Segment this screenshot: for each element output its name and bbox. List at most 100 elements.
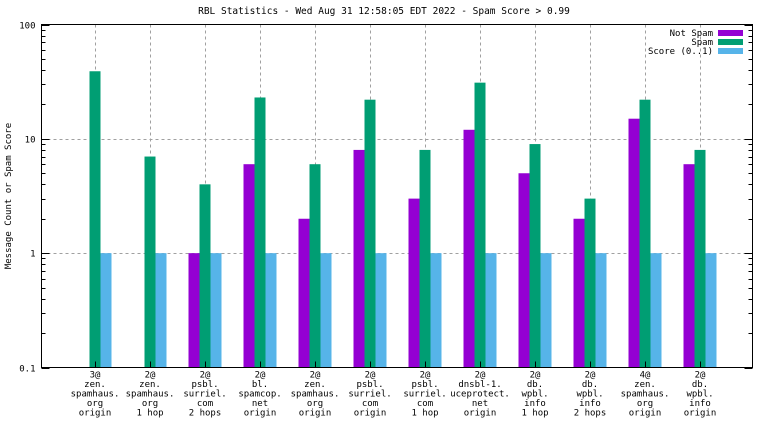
bar-spam (474, 82, 486, 368)
bar-score-0-1 (595, 253, 607, 368)
x-tick-label: zen. (139, 380, 161, 390)
x-tick-label: org (637, 399, 653, 409)
x-tick-label: 2@ (145, 371, 156, 381)
x-tick-label: 2@ (310, 371, 321, 381)
x-tick-label: wpbl. (686, 390, 713, 400)
x-tick-label: 2 hops (574, 409, 607, 419)
y-tick-label: 1 (30, 250, 35, 260)
x-tick-label: 2@ (200, 371, 211, 381)
x-tick-label: surriel. (403, 390, 446, 400)
x-tick-label: spamhaus. (621, 390, 670, 400)
plot-frame (41, 24, 753, 368)
x-tick-label: db. (692, 380, 708, 390)
x-tick-label: org (87, 399, 103, 409)
grid-lines (41, 24, 753, 368)
y-tick-label: 10 (25, 136, 36, 146)
bar-spam (364, 99, 376, 368)
chart-title: RBL Statistics - Wed Aug 31 12:58:05 EDT… (198, 6, 570, 17)
bar-spam (89, 71, 101, 368)
x-tick-label: zen. (84, 380, 106, 390)
x-tick-label: 2@ (530, 371, 541, 381)
y-axis-label: Message Count or Spam Score (4, 123, 14, 269)
bar-spam (694, 149, 706, 368)
bar-not-spam (463, 129, 475, 368)
x-tick-label: origin (299, 409, 332, 419)
x-tick-label: origin (244, 409, 277, 419)
x-tick-label: info (579, 399, 601, 409)
bar-not-spam (298, 218, 310, 368)
bar-spam (254, 97, 266, 368)
x-tick-label: net (252, 399, 268, 409)
legend-label: Score (0..1) (648, 47, 713, 57)
x-tick-label: 3@ (90, 371, 101, 381)
bar-spam (529, 144, 541, 368)
y-tick-label: 100 (19, 22, 35, 32)
x-tick-label: spamhaus. (71, 390, 120, 400)
bar-score-0-1 (705, 253, 717, 368)
bar-score-0-1 (100, 253, 112, 368)
x-tick-label: wpbl. (521, 390, 548, 400)
legend-swatch (718, 30, 743, 36)
x-tick-label: org (307, 399, 323, 409)
x-tick-label: spamcop. (238, 390, 281, 400)
bar-not-spam (518, 173, 530, 368)
x-tick-label: 2@ (695, 371, 706, 381)
x-tick-label: 4@ (640, 371, 651, 381)
x-tick-label: db. (582, 380, 598, 390)
x-tick-label: org (142, 399, 158, 409)
x-tick-label: com (417, 399, 433, 409)
x-tick-label: origin (464, 409, 497, 419)
bar-score-0-1 (485, 253, 497, 368)
bar-score-0-1 (155, 253, 167, 368)
x-tick-label: db. (527, 380, 543, 390)
x-tick-label: psbl. (356, 380, 383, 390)
x-tick-label: surriel. (348, 390, 391, 400)
bar-not-spam (573, 218, 585, 368)
x-tick-label: wpbl. (576, 390, 603, 400)
bar-spam (144, 156, 156, 368)
bar-score-0-1 (320, 253, 332, 368)
x-tick-label: 2@ (475, 371, 486, 381)
bar-spam (584, 198, 596, 368)
legend-label: Spam (691, 38, 713, 48)
legend-label: Not Spam (670, 29, 713, 39)
x-tick-label: origin (79, 409, 112, 419)
x-axis-labels: 3@zen.spamhaus.orgorigin2@zen.spamhaus.o… (71, 361, 716, 419)
x-tick-label: net (472, 399, 488, 409)
x-tick-label: spamhaus. (126, 390, 175, 400)
x-tick-label: 2@ (585, 371, 596, 381)
bar-score-0-1 (265, 253, 277, 368)
x-tick-label: com (197, 399, 213, 409)
x-tick-label: origin (629, 409, 662, 419)
bar-score-0-1 (650, 253, 662, 368)
bar-score-0-1 (210, 253, 222, 368)
y-axis-ticks: 0.1 1 10 100 (19, 22, 753, 375)
x-tick-label: 2@ (365, 371, 376, 381)
x-tick-label: psbl. (411, 380, 438, 390)
x-tick-label: 1 hop (521, 409, 548, 419)
bar-not-spam (243, 164, 255, 368)
x-tick-label: 2@ (420, 371, 431, 381)
x-tick-label: surriel. (183, 390, 226, 400)
x-tick-label: info (689, 399, 711, 409)
x-tick-label: 1 hop (411, 409, 438, 419)
x-tick-label: uceprotect. (450, 390, 510, 400)
bar-spam (309, 164, 321, 368)
bar-not-spam (683, 164, 695, 368)
x-tick-label: spamhaus. (291, 390, 340, 400)
bar-not-spam (188, 253, 200, 368)
bar-score-0-1 (375, 253, 387, 368)
bar-score-0-1 (540, 253, 552, 368)
bar-not-spam (353, 149, 365, 368)
x-tick-label: com (362, 399, 378, 409)
x-tick-label: zen. (634, 380, 656, 390)
bar-not-spam (408, 198, 420, 368)
legend-swatch (718, 48, 743, 54)
x-tick-label: zen. (304, 380, 326, 390)
bar-spam (639, 99, 651, 368)
x-tick-label: 1 hop (136, 409, 163, 419)
x-tick-label: 2 hops (189, 409, 222, 419)
x-tick-label: origin (354, 409, 387, 419)
